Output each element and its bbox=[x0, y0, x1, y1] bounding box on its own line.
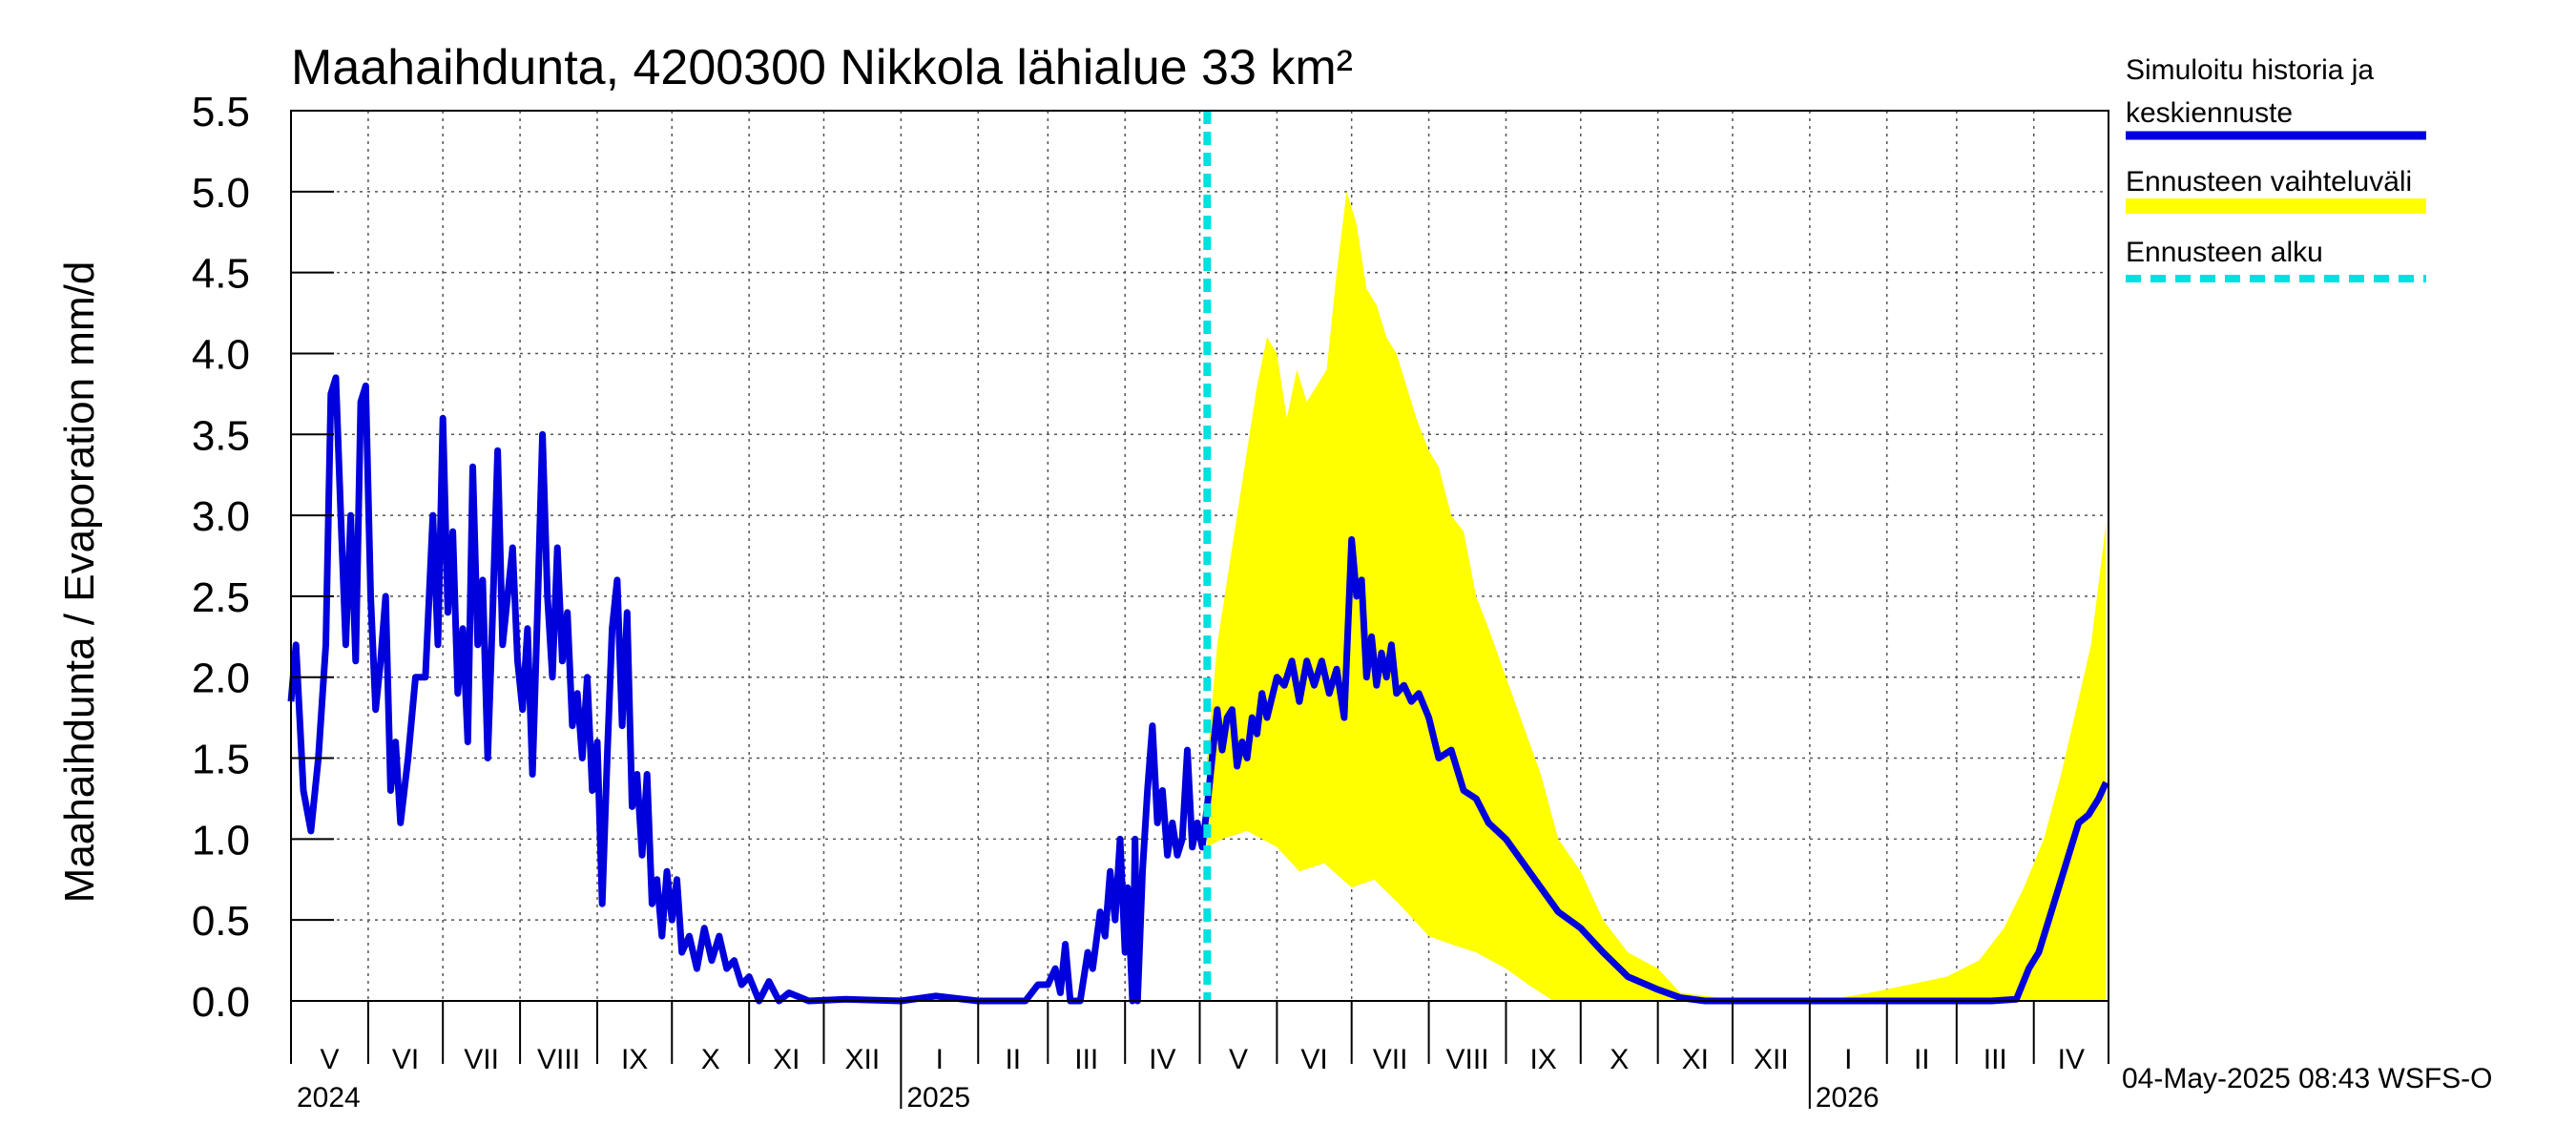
chart-title: Maahaihdunta, 4200300 Nikkola lähialue 3… bbox=[291, 40, 1353, 95]
x-tick-label: III bbox=[1984, 1044, 2007, 1075]
y-tick-label: 0.0 bbox=[192, 979, 250, 1026]
y-tick-label: 1.5 bbox=[192, 737, 250, 783]
y-tick-label: 3.5 bbox=[192, 412, 250, 459]
y-axis-label: Maahaihdunta / Evaporation mm/d bbox=[56, 261, 103, 904]
series-lines bbox=[287, 111, 2109, 1005]
y-tick-label: 5.5 bbox=[192, 89, 250, 135]
year-label: 2026 bbox=[1816, 1082, 1880, 1114]
legend-label-range: Ennusteen vaihteluväli bbox=[2126, 166, 2412, 198]
year-label: 2024 bbox=[297, 1082, 361, 1114]
x-tick-label: IV bbox=[2058, 1044, 2085, 1075]
year-label: 2025 bbox=[906, 1082, 970, 1114]
x-tick-label: IV bbox=[1149, 1044, 1175, 1075]
x-tick-label: VI bbox=[392, 1044, 419, 1075]
x-tick-label: XI bbox=[1682, 1044, 1709, 1075]
y-axis-ticks: 0.0 0.5 1.0 1.5 2.0 2.5 3.0 3.5 4.0 4.5 5.0 5.5 bbox=[192, 89, 334, 1026]
x-axis-ticks: V VI VII VIII IX X XI XII I II III IV V VI VII VIII IX X X… bbox=[290, 1001, 2109, 1114]
x-tick-label: III bbox=[1074, 1044, 1098, 1075]
x-tick-label: I bbox=[1844, 1044, 1852, 1075]
x-tick-label: II bbox=[1914, 1044, 1930, 1075]
history-line bbox=[287, 374, 2109, 1005]
x-tick-label: VIII bbox=[1446, 1044, 1489, 1075]
y-tick-label: 5.0 bbox=[192, 170, 250, 217]
grid bbox=[291, 110, 2109, 1001]
forecast-range-band bbox=[1207, 191, 2107, 1002]
x-tick-label: X bbox=[1610, 1044, 1629, 1075]
y-tick-label: 4.5 bbox=[192, 251, 250, 298]
y-tick-label: 2.5 bbox=[192, 574, 250, 621]
x-tick-label: I bbox=[936, 1044, 944, 1075]
legend-label-history-2: keskiennuste bbox=[2126, 97, 2293, 129]
timestamp-footer: 04-May-2025 08:43 WSFS-O bbox=[2122, 1063, 2493, 1094]
x-tick-label: XII bbox=[1754, 1044, 1789, 1075]
x-tick-label: X bbox=[701, 1044, 720, 1075]
x-tick-label: XII bbox=[845, 1044, 881, 1075]
x-tick-label: V bbox=[320, 1044, 339, 1075]
x-tick-label: V bbox=[1229, 1044, 1248, 1075]
legend: Simuloitu historia ja keskiennuste Ennus… bbox=[2126, 54, 2426, 282]
y-tick-label: 2.0 bbox=[192, 656, 250, 702]
x-tick-label: IX bbox=[1529, 1044, 1556, 1075]
y-tick-label: 0.5 bbox=[192, 898, 250, 945]
x-tick-label: VI bbox=[1300, 1044, 1327, 1075]
x-tick-label: VII bbox=[464, 1044, 499, 1075]
y-tick-label: 4.0 bbox=[192, 331, 250, 378]
y-tick-label: 3.0 bbox=[192, 493, 250, 540]
x-tick-label: VII bbox=[1373, 1044, 1408, 1075]
range-band bbox=[1207, 191, 2107, 1002]
y-tick-label: 1.0 bbox=[192, 817, 250, 864]
x-tick-label: IX bbox=[621, 1044, 648, 1075]
legend-label-history-1: Simuloitu historia ja bbox=[2126, 54, 2374, 86]
x-tick-label: II bbox=[1005, 1044, 1021, 1075]
x-tick-label: XI bbox=[773, 1044, 800, 1075]
x-tick-label: VIII bbox=[537, 1044, 580, 1075]
legend-label-forecast-start: Ennusteen alku bbox=[2126, 237, 2323, 268]
